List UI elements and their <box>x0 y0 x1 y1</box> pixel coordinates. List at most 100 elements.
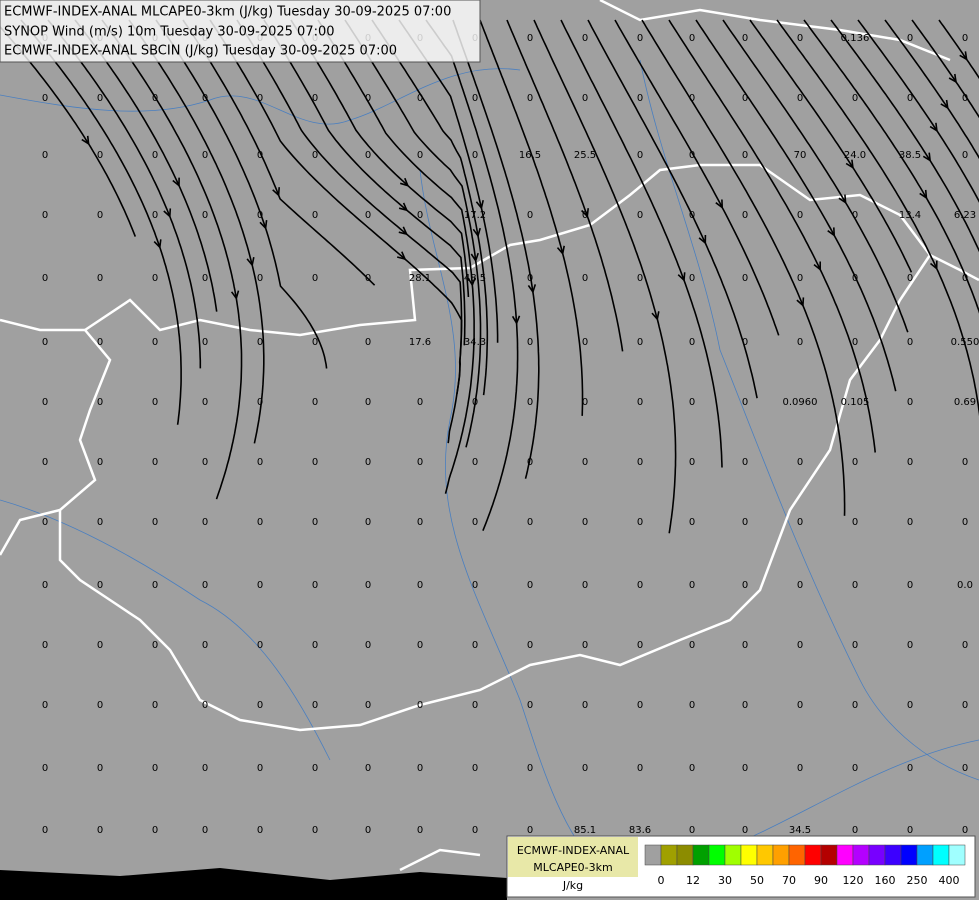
streamline <box>290 19 470 298</box>
value-label: 0 <box>637 150 643 161</box>
value-label: 0 <box>527 517 533 528</box>
arrowhead <box>698 234 707 245</box>
value-label: 0 <box>742 517 748 528</box>
value-label: 0 <box>852 640 858 651</box>
value-label: 0 <box>852 700 858 711</box>
value-label: 0 <box>472 150 478 161</box>
value-label: 38.5 <box>899 150 921 161</box>
value-label: 0 <box>907 33 913 44</box>
value-label: 0 <box>742 397 748 408</box>
value-label: 0 <box>257 93 263 104</box>
value-label: 0 <box>582 700 588 711</box>
arrowhead <box>796 297 805 308</box>
value-label: 0 <box>202 517 208 528</box>
value-label: 0 <box>152 457 158 468</box>
color-swatch <box>660 844 678 866</box>
value-label: 0 <box>582 640 588 651</box>
value-label: 0 <box>202 210 208 221</box>
value-label: 0 <box>797 210 803 221</box>
value-label: 70 <box>794 150 807 161</box>
value-label: 0 <box>742 457 748 468</box>
value-label: 0 <box>852 210 858 221</box>
value-label: 0 <box>312 763 318 774</box>
streamline <box>344 19 482 448</box>
value-label: 0 <box>152 397 158 408</box>
value-label: 0 <box>907 517 913 528</box>
value-label: 0 <box>689 457 695 468</box>
value-label: 0 <box>637 457 643 468</box>
value-label: 0.136 <box>841 33 870 44</box>
value-label: 0 <box>637 640 643 651</box>
streamline <box>236 19 463 394</box>
value-label: 0 <box>257 580 263 591</box>
value-label: 0 <box>852 273 858 284</box>
value-label: 6.23 <box>954 210 976 221</box>
value-label: 0 <box>202 825 208 836</box>
color-swatch <box>788 844 806 866</box>
value-label: 0 <box>742 640 748 651</box>
color-swatch <box>884 844 902 866</box>
streamlines <box>0 19 979 534</box>
streamline <box>452 19 540 479</box>
arrowhead <box>163 208 172 219</box>
value-label: 0 <box>152 273 158 284</box>
value-label: 0 <box>365 700 371 711</box>
arrowhead <box>845 159 854 170</box>
value-label: 0 <box>257 273 263 284</box>
legend-title-bg <box>508 837 638 877</box>
value-label: 0.550 <box>951 337 979 348</box>
arrowhead <box>475 200 484 210</box>
value-label: 0 <box>312 337 318 348</box>
value-label: 0 <box>962 273 968 284</box>
value-label: 0 <box>202 763 208 774</box>
arrowhead <box>838 194 847 205</box>
value-label: 0 <box>97 457 103 468</box>
arrowhead <box>581 208 589 218</box>
streamline <box>101 19 243 500</box>
streamline <box>47 19 202 369</box>
value-label: 0 <box>852 337 858 348</box>
value-label: 0 <box>689 763 695 774</box>
value-label: 83.6 <box>629 825 651 836</box>
value-label: 0 <box>417 397 423 408</box>
value-label: 0 <box>417 517 423 528</box>
value-label: 0 <box>42 825 48 836</box>
value-label: 0 <box>42 580 48 591</box>
value-label: 0 <box>365 273 371 284</box>
value-label: 0 <box>202 397 208 408</box>
value-label: 0 <box>907 825 913 836</box>
streamline <box>479 19 584 416</box>
scale-tick-label: 250 <box>907 874 928 887</box>
value-label: 0 <box>582 273 588 284</box>
arrowhead <box>677 272 686 282</box>
value-label: 28.1 <box>409 273 431 284</box>
value-labels: 0 0 0 0 0 0 0 0 0 0 0 0 0 0 0 0.136 0 0 0 0 0 0 0 0 0 0 0 0 0 0 0 0 0 0 0 0… <box>42 33 979 836</box>
color-swatch <box>916 844 934 866</box>
value-label: 0 <box>417 640 423 651</box>
streamline <box>830 19 979 253</box>
value-label: 0 <box>797 93 803 104</box>
legend-unit: J/kg <box>562 879 583 892</box>
value-label: 0 <box>637 93 643 104</box>
value-label: 0 <box>852 580 858 591</box>
value-label: 0 <box>257 210 263 221</box>
value-label: 0 <box>527 825 533 836</box>
value-label: 0 <box>637 397 643 408</box>
value-label: 0 <box>637 33 643 44</box>
value-label: 0 <box>797 273 803 284</box>
value-label: 0 <box>42 763 48 774</box>
value-label: 0 <box>202 93 208 104</box>
value-label: 0 <box>689 33 695 44</box>
value-label: 48.5 <box>464 273 486 284</box>
value-label: 0 <box>962 33 968 44</box>
value-label: 0 <box>582 93 588 104</box>
value-label: 0 <box>582 210 588 221</box>
value-label: 0 <box>312 825 318 836</box>
value-label: 0 <box>637 700 643 711</box>
value-label: 0 <box>962 150 968 161</box>
value-label: 0 <box>852 517 858 528</box>
streamline <box>20 19 182 425</box>
value-label: 0 <box>527 457 533 468</box>
value-label: 0 <box>152 640 158 651</box>
value-label: 0 <box>257 640 263 651</box>
